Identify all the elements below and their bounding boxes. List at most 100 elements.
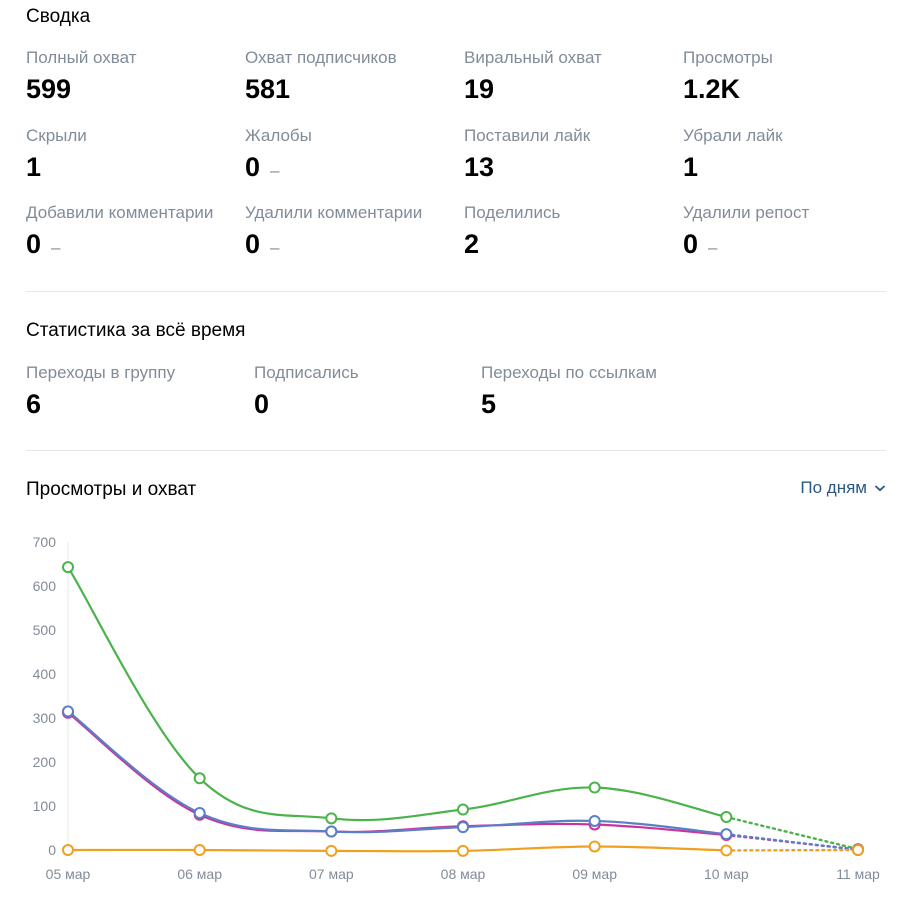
data-point [720,828,733,841]
stat-number: 2 [464,229,480,259]
x-tick-label: 05 мар [46,866,91,882]
y-tick-label: 100 [33,798,57,814]
stat-item: Скрыли 1 [26,126,87,183]
series-forecast-line [725,815,860,851]
stat-change-dash: – [270,238,280,257]
stat-number: 0 [245,229,261,259]
stat-number: 581 [245,74,291,104]
data-point [457,821,469,834]
stat-value: 599 [26,74,137,105]
stat-number: 0 [245,152,261,182]
stat-item: Убрали лайк 1 [683,126,783,183]
data-point [193,807,206,820]
series-line [66,565,728,822]
stat-label: Добавили комментарии [26,203,214,222]
stat-item: Переходы в группу 6 [26,363,175,420]
period-dropdown[interactable]: По дням [800,478,885,498]
stat-item: Добавили комментарии 0– [26,203,213,260]
y-tick-label: 300 [33,710,57,726]
stat-number: 13 [464,152,495,182]
stat-value: 1 [26,152,87,183]
stat-change-dash: – [708,238,718,257]
data-point [457,803,469,816]
series-line [66,845,728,853]
stat-change-dash: – [51,238,61,257]
stat-label: Просмотры [683,48,773,67]
stat-label: Переходы в группу [26,363,176,382]
stat-value: 0– [245,229,422,260]
x-tick-label: 10 мар [704,866,749,882]
data-point [720,844,733,857]
x-tick-label: 07 мар [309,866,354,882]
summary-title: Сводка [26,6,91,27]
stat-value: 0– [26,229,213,260]
stat-item: Жалобы 0– [245,126,312,183]
stat-item: Переходы по ссылкам 5 [481,363,657,420]
stat-label: Скрыли [26,126,87,145]
stat-value: 6 [26,389,175,420]
y-tick-label: 200 [33,754,57,770]
stat-label: Переходы по ссылкам [481,363,657,382]
stat-number: 1.2K [683,74,741,104]
stat-label: Виральный охват [464,48,602,67]
stat-value: 0– [683,229,809,260]
stat-label: Жалобы [245,126,312,145]
divider [26,450,886,451]
data-point [588,814,601,827]
stat-value: 19 [464,74,602,105]
data-point [325,825,338,838]
stat-number: 0 [254,389,270,419]
data-point [588,840,601,853]
stat-label: Поделились [464,203,561,222]
data-point [852,844,864,856]
stat-item: Просмотры 1.2K [683,48,773,105]
x-tick-label: 06 мар [177,866,222,882]
stat-number: 0 [683,229,699,259]
series-line [66,711,728,837]
stat-item: Поставили лайк 13 [464,126,590,183]
stat-number: 0 [26,229,42,259]
stat-value: 5 [481,389,657,420]
stat-number: 1 [26,152,42,182]
y-tick-label: 400 [33,666,57,682]
x-tick-label: 09 мар [572,866,617,882]
stat-item: Виральный охват 19 [464,48,602,105]
stat-item: Удалили репост 0– [683,203,809,260]
series-forecast-line [725,832,860,852]
data-point [588,781,601,794]
y-tick-label: 500 [33,622,57,638]
x-tick-label: 11 мар [836,866,880,882]
stat-value: 1.2K [683,74,773,105]
stat-item: Поделились 2 [464,203,560,260]
x-tick-label: 08 мар [441,866,486,882]
stat-value: 1 [683,152,783,183]
y-tick-label: 600 [33,578,57,594]
stat-label: Убрали лайк [683,126,783,145]
stat-label: Удалили репост [683,203,810,222]
data-point [62,705,74,718]
stat-value: 581 [245,74,397,105]
data-point [457,844,469,857]
stat-value: 0– [245,152,312,183]
stat-label: Полный охват [26,48,137,67]
stat-label: Поставили лайк [464,126,591,145]
stat-change-dash: – [270,161,280,180]
data-point [720,811,733,823]
stat-number: 599 [26,74,72,104]
stat-number: 19 [464,74,495,104]
stat-label: Подписались [254,363,359,382]
stat-item: Подписались 0 [254,363,359,420]
stat-value: 13 [464,152,590,183]
stat-item: Полный охват 599 [26,48,137,105]
chevron-down-icon [875,485,885,491]
data-point [325,844,338,857]
series-line [66,710,728,836]
stat-value: 0 [254,389,359,420]
data-point [193,772,206,785]
stat-number: 1 [683,152,699,182]
stat-label: Охват подписчиков [245,48,397,67]
chart-title: Просмотры и охват [26,479,197,500]
data-point [325,812,338,825]
y-tick-label: 700 [33,534,57,550]
stat-number: 6 [26,389,42,419]
